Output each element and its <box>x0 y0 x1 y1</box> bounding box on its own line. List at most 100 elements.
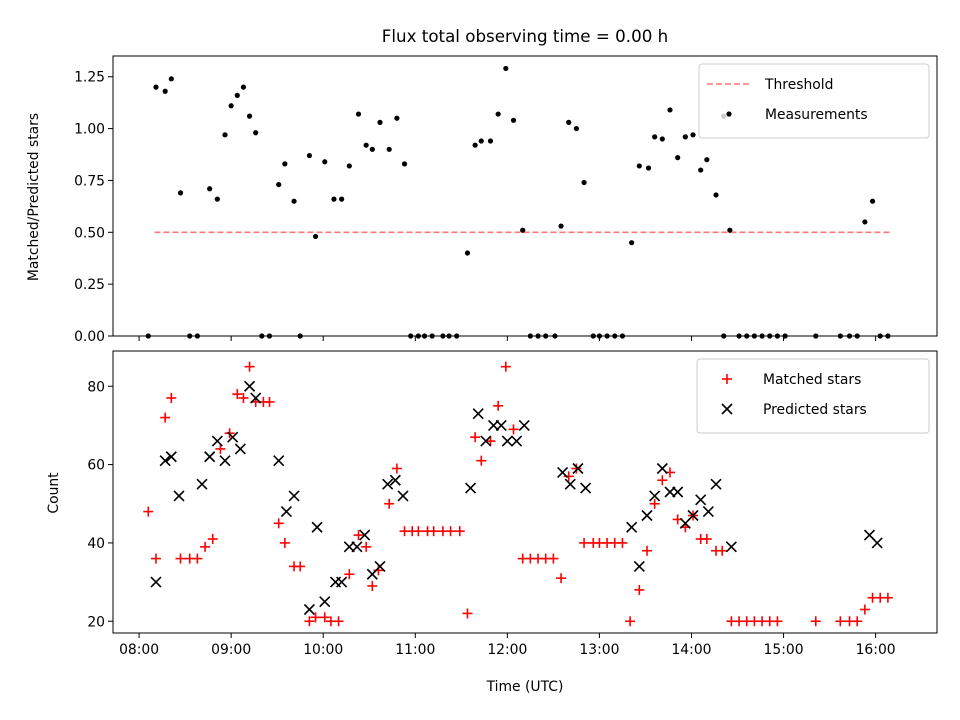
matched-stars-point <box>319 612 330 623</box>
matched-stars-point <box>548 553 559 564</box>
measurements-point <box>429 333 435 339</box>
predicted-stars-point <box>280 506 292 518</box>
matched-stars-point <box>859 604 870 615</box>
measurements-point <box>246 113 253 119</box>
matched-stars-point <box>166 393 177 403</box>
measurements-point <box>322 159 328 165</box>
measurements-point <box>177 190 184 196</box>
measurements-point <box>339 196 345 202</box>
measurements-point <box>659 136 665 142</box>
top-chart-title: Flux total observing time = 0.00 h <box>382 26 668 46</box>
measurements-point <box>472 142 478 148</box>
matched-stars-point <box>634 584 645 595</box>
measurements-point <box>454 333 460 339</box>
measurements-point <box>751 333 758 339</box>
top-y-axis-label: Matched/Predicted stars <box>26 113 42 281</box>
measurements-point <box>346 163 352 169</box>
predicted-stars-point <box>702 506 714 518</box>
measurements-point <box>168 76 174 82</box>
matched-stars-point <box>617 537 628 548</box>
x-tick-label: 09:00 <box>211 642 251 658</box>
measurements-point <box>282 161 288 167</box>
predicted-stars-point <box>687 509 699 522</box>
matched-stars-point <box>413 526 424 537</box>
measurements-point <box>869 198 876 204</box>
measurements-point <box>386 146 392 152</box>
x-tick-label: 12:00 <box>487 642 527 658</box>
measurements-point <box>214 196 220 202</box>
matched-stars-point <box>470 432 481 443</box>
predicted-stars-point <box>672 486 684 498</box>
predicted-stars-point <box>227 431 239 443</box>
measurements-point <box>145 333 151 339</box>
predicted-stars-point <box>319 596 331 608</box>
matched-stars-point <box>192 553 203 564</box>
measurements-point <box>675 155 681 161</box>
measurements-point <box>222 132 228 138</box>
x-tick-label: 08:00 <box>119 642 159 658</box>
top-y-tick-label: 0.75 <box>74 173 105 189</box>
matched-stars-point <box>367 581 378 591</box>
bottom-y-tick-label: 20 <box>87 614 105 630</box>
measurements-point <box>446 333 452 339</box>
predicted-stars-point <box>397 490 409 502</box>
measurements-point <box>464 250 471 256</box>
measurements-point <box>162 88 168 94</box>
x-tick-label: 14:00 <box>671 642 711 658</box>
matched-stars-point <box>207 534 218 544</box>
predicted-stars-point <box>234 443 246 455</box>
bottom-legend-label: Matched stars <box>763 372 861 388</box>
measurements-point <box>682 134 688 140</box>
measurements-point <box>207 186 213 192</box>
matched-stars-point <box>384 498 395 509</box>
predicted-stars-point <box>725 541 737 553</box>
matched-stars-point <box>500 361 511 372</box>
matched-stars-point <box>160 412 171 423</box>
matched-stars-point <box>462 608 473 619</box>
top-plot: 0.00 0.25 0.50 0.75 1.00 1.25 Threshold Measure… <box>74 55 938 345</box>
measurements-point <box>187 333 193 339</box>
measurements-point <box>652 134 658 140</box>
measurements-point <box>713 192 719 198</box>
top-legend: Threshold Measurements <box>698 63 930 139</box>
measurements-point <box>636 163 642 169</box>
measurements-point <box>355 111 362 117</box>
measurements-point <box>276 181 282 188</box>
matched-stars-point <box>493 400 504 411</box>
predicted-stars-point <box>211 435 223 447</box>
matched-stars-point <box>485 436 496 447</box>
top-axes-frame <box>112 55 938 337</box>
matched-stars-point <box>579 537 590 548</box>
predicted-stars-point <box>150 576 162 588</box>
predicted-stars-point <box>159 455 171 467</box>
matched-stars-point <box>361 541 372 552</box>
measurements-point <box>535 333 541 339</box>
predicted-stars-point <box>336 576 348 588</box>
matched-stars-point <box>701 534 712 544</box>
predicted-stars-point <box>351 541 363 553</box>
measurements-point <box>291 198 297 204</box>
predicted-stars-point <box>244 380 256 392</box>
measurements-point <box>194 333 200 339</box>
predicted-stars-point <box>311 521 323 533</box>
predicted-stars-point <box>633 560 645 572</box>
measurements-point <box>408 333 414 339</box>
top-legend-label: Measurements <box>765 107 868 123</box>
matched-stars-point <box>882 592 893 603</box>
matched-stars-point <box>657 475 668 486</box>
matched-stars-point <box>344 569 355 580</box>
measurements-point <box>721 333 727 339</box>
measurements-point <box>153 84 159 90</box>
matched-stars-point <box>810 616 821 627</box>
measurements-point <box>590 333 596 339</box>
measurements-point <box>415 333 421 339</box>
measurements-point <box>581 179 587 186</box>
measurements-point <box>520 227 526 233</box>
bottom-y-tick-label: 80 <box>87 379 105 395</box>
matched-stars-point <box>264 396 275 407</box>
measurements-point <box>401 161 408 167</box>
x-tick-label: 16:00 <box>856 642 896 658</box>
matched-stars-point <box>143 506 154 517</box>
measurements-point <box>727 227 733 233</box>
